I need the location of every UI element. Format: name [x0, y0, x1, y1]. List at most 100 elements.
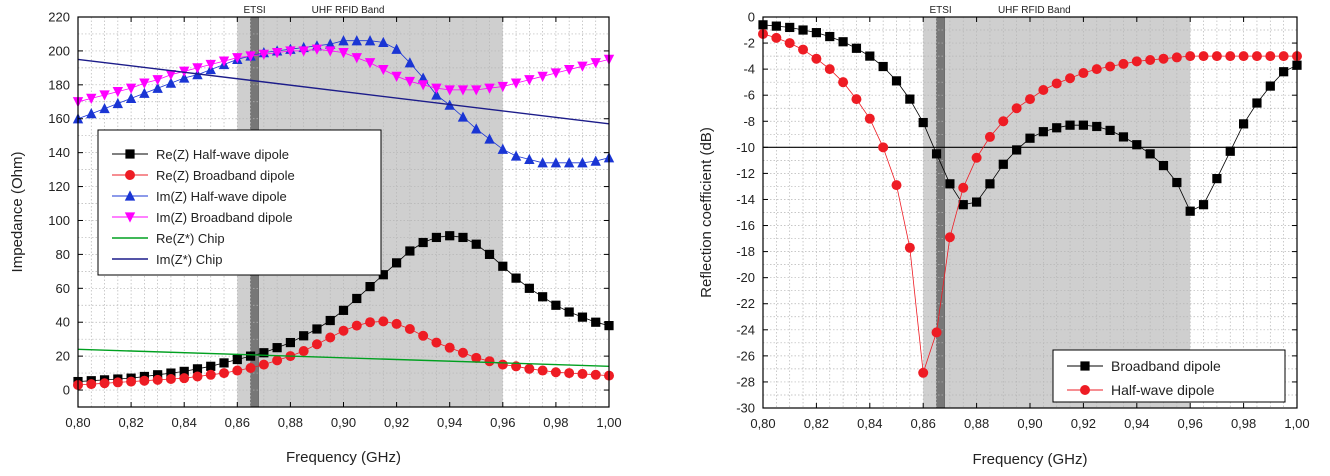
x-tick-label: 0,96	[1178, 416, 1203, 431]
data-point	[206, 361, 216, 371]
y-tick-label: -14	[736, 192, 755, 207]
data-point	[891, 180, 902, 191]
data-point	[1239, 119, 1249, 129]
x-tick-label: 0,96	[490, 415, 515, 430]
data-point	[497, 143, 508, 154]
x-tick-label: 0,84	[857, 416, 882, 431]
data-point	[457, 85, 469, 96]
data-point	[165, 70, 177, 81]
data-point	[551, 300, 561, 310]
data-point	[245, 51, 256, 62]
data-point	[431, 337, 442, 348]
legend-label: Re(Z*) Chip	[156, 231, 225, 246]
data-point	[851, 43, 862, 53]
data-point	[325, 38, 336, 49]
x-tick-label: 0,82	[118, 415, 143, 430]
x-tick-label: 0,98	[1231, 416, 1256, 431]
uhf-rfid-band-label: UHF RFID Band	[998, 5, 1071, 16]
data-point	[99, 90, 110, 101]
data-point	[298, 46, 309, 57]
data-point	[351, 320, 362, 331]
data-point	[338, 35, 349, 46]
data-point	[838, 37, 848, 47]
data-point	[1198, 51, 1209, 62]
y-tick-label: -20	[736, 270, 755, 285]
data-point	[1012, 145, 1022, 155]
x-tick-label: 0,88	[964, 416, 989, 431]
y-tick-label: -28	[736, 374, 755, 389]
data-point	[125, 92, 137, 103]
data-point	[1265, 51, 1276, 62]
data-point	[998, 116, 1009, 127]
data-point	[1065, 73, 1076, 84]
data-point	[984, 131, 995, 142]
data-point	[311, 339, 322, 350]
data-point	[338, 48, 349, 59]
data-point	[1025, 133, 1035, 143]
data-point	[1172, 177, 1182, 188]
data-point	[471, 85, 482, 96]
series-line	[77, 348, 610, 367]
y-tick-label: -10	[736, 140, 755, 155]
data-point	[458, 232, 468, 243]
data-point	[431, 83, 442, 94]
x-tick-label: 0,90	[1017, 416, 1042, 431]
data-point	[338, 325, 349, 336]
data-point	[444, 85, 455, 96]
data-point	[824, 64, 835, 75]
data-point	[258, 49, 270, 60]
y-tick-label: 40	[56, 315, 70, 330]
data-point	[179, 373, 190, 384]
x-tick-label: 0,92	[384, 415, 409, 430]
data-point	[825, 31, 835, 42]
data-point	[484, 133, 495, 144]
y-tick-label: -12	[736, 166, 755, 181]
series-re-z-broadband-dipole	[73, 316, 614, 390]
y-tick-label: -18	[736, 244, 755, 259]
data-point	[405, 246, 415, 256]
data-point	[431, 232, 442, 243]
x-tick-label: 0,80	[750, 416, 775, 431]
data-point	[351, 53, 362, 64]
data-point	[392, 258, 402, 268]
data-point	[378, 316, 389, 327]
series-line	[77, 58, 610, 125]
y-tick-label: 140	[48, 145, 70, 160]
data-point	[152, 82, 163, 93]
series-re-z-chip	[77, 348, 610, 367]
data-point	[1185, 51, 1196, 62]
data-point	[431, 89, 442, 100]
data-point	[471, 352, 482, 363]
legend-swatch-marker	[1080, 385, 1090, 395]
data-point	[112, 97, 124, 109]
data-point	[299, 331, 309, 341]
x-tick-label: 0,84	[172, 415, 197, 430]
data-point	[1251, 51, 1262, 62]
legend-swatch-marker	[125, 170, 135, 180]
data-point	[944, 232, 955, 243]
y-tick-label: 160	[48, 111, 70, 126]
uhf-rfid-band-label: UHF RFID Band	[312, 5, 385, 16]
data-point	[1265, 81, 1275, 91]
data-point	[1065, 120, 1075, 130]
data-point	[378, 64, 389, 76]
data-point	[86, 108, 97, 119]
data-point	[577, 312, 588, 322]
y-tick-label: -4	[743, 62, 755, 77]
data-point	[311, 44, 323, 55]
y-tick-label: 0	[748, 10, 755, 25]
data-point	[352, 293, 362, 304]
data-point	[179, 366, 189, 376]
data-point	[971, 152, 982, 163]
data-point	[577, 157, 588, 168]
legend-swatch-marker	[125, 149, 135, 159]
data-point	[285, 46, 296, 57]
data-point	[365, 317, 376, 328]
data-point	[958, 200, 968, 210]
data-point	[1091, 64, 1102, 75]
data-point	[391, 43, 402, 54]
data-point	[1171, 52, 1182, 63]
data-point	[179, 72, 190, 83]
data-point	[1038, 84, 1049, 95]
data-point	[564, 368, 575, 379]
